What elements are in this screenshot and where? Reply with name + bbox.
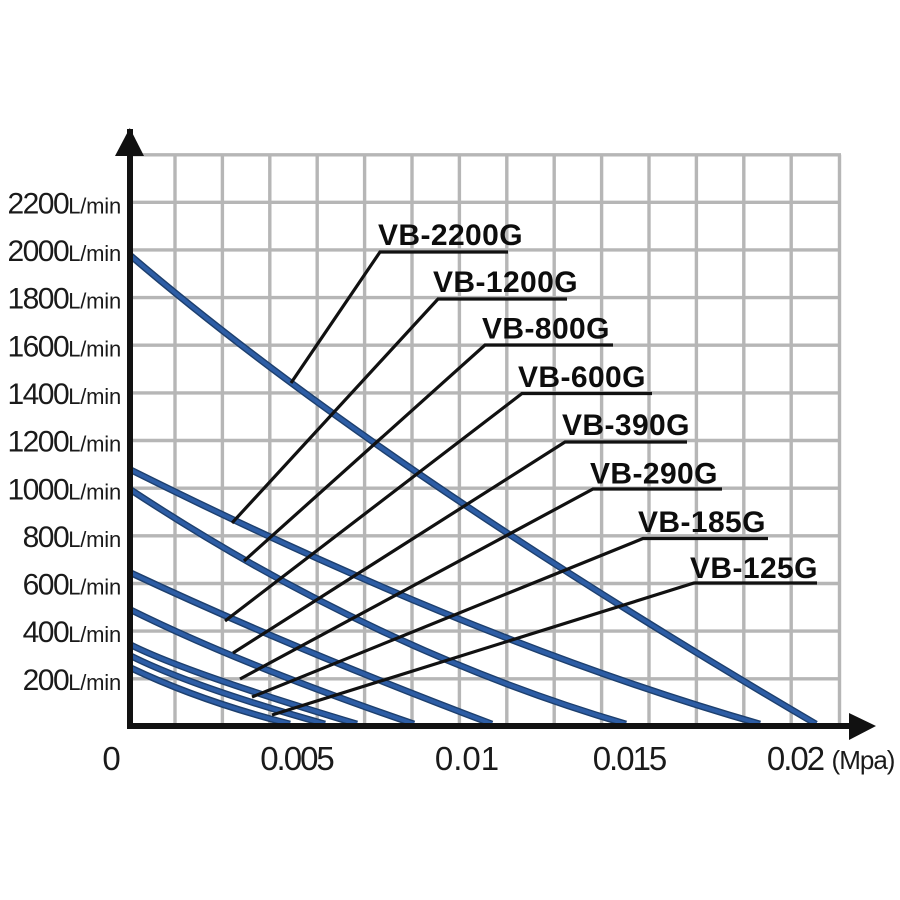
svg-text:0.015: 0.015 (593, 740, 666, 777)
svg-text:VB-800G: VB-800G (482, 313, 610, 346)
svg-text:1600L/min: 1600L/min (7, 330, 121, 363)
svg-text:200L/min: 200L/min (23, 664, 121, 697)
svg-text:600L/min: 600L/min (23, 569, 121, 602)
svg-text:VB-125G: VB-125G (690, 552, 818, 585)
svg-text:0.005: 0.005 (260, 740, 333, 777)
svg-text:1200L/min: 1200L/min (7, 426, 121, 459)
svg-text:VB-2200G: VB-2200G (378, 219, 523, 252)
svg-text:2000L/min: 2000L/min (7, 235, 121, 268)
svg-text:0: 0 (102, 740, 120, 777)
svg-text:VB-290G: VB-290G (590, 458, 718, 491)
svg-text:1400L/min: 1400L/min (7, 378, 121, 411)
svg-text:VB-185G: VB-185G (638, 506, 766, 539)
svg-text:(Mpa): (Mpa) (832, 745, 895, 775)
svg-text:VB-600G: VB-600G (518, 361, 646, 394)
svg-text:VB-390G: VB-390G (562, 409, 690, 442)
svg-text:VB-1200G: VB-1200G (433, 266, 578, 299)
svg-text:400L/min: 400L/min (23, 616, 121, 649)
svg-text:1000L/min: 1000L/min (7, 473, 121, 506)
svg-text:2200L/min: 2200L/min (7, 187, 121, 220)
svg-text:800L/min: 800L/min (23, 521, 121, 554)
svg-text:1800L/min: 1800L/min (7, 283, 121, 316)
svg-text:0.01: 0.01 (435, 740, 499, 777)
svg-text:0.02: 0.02 (767, 740, 824, 777)
